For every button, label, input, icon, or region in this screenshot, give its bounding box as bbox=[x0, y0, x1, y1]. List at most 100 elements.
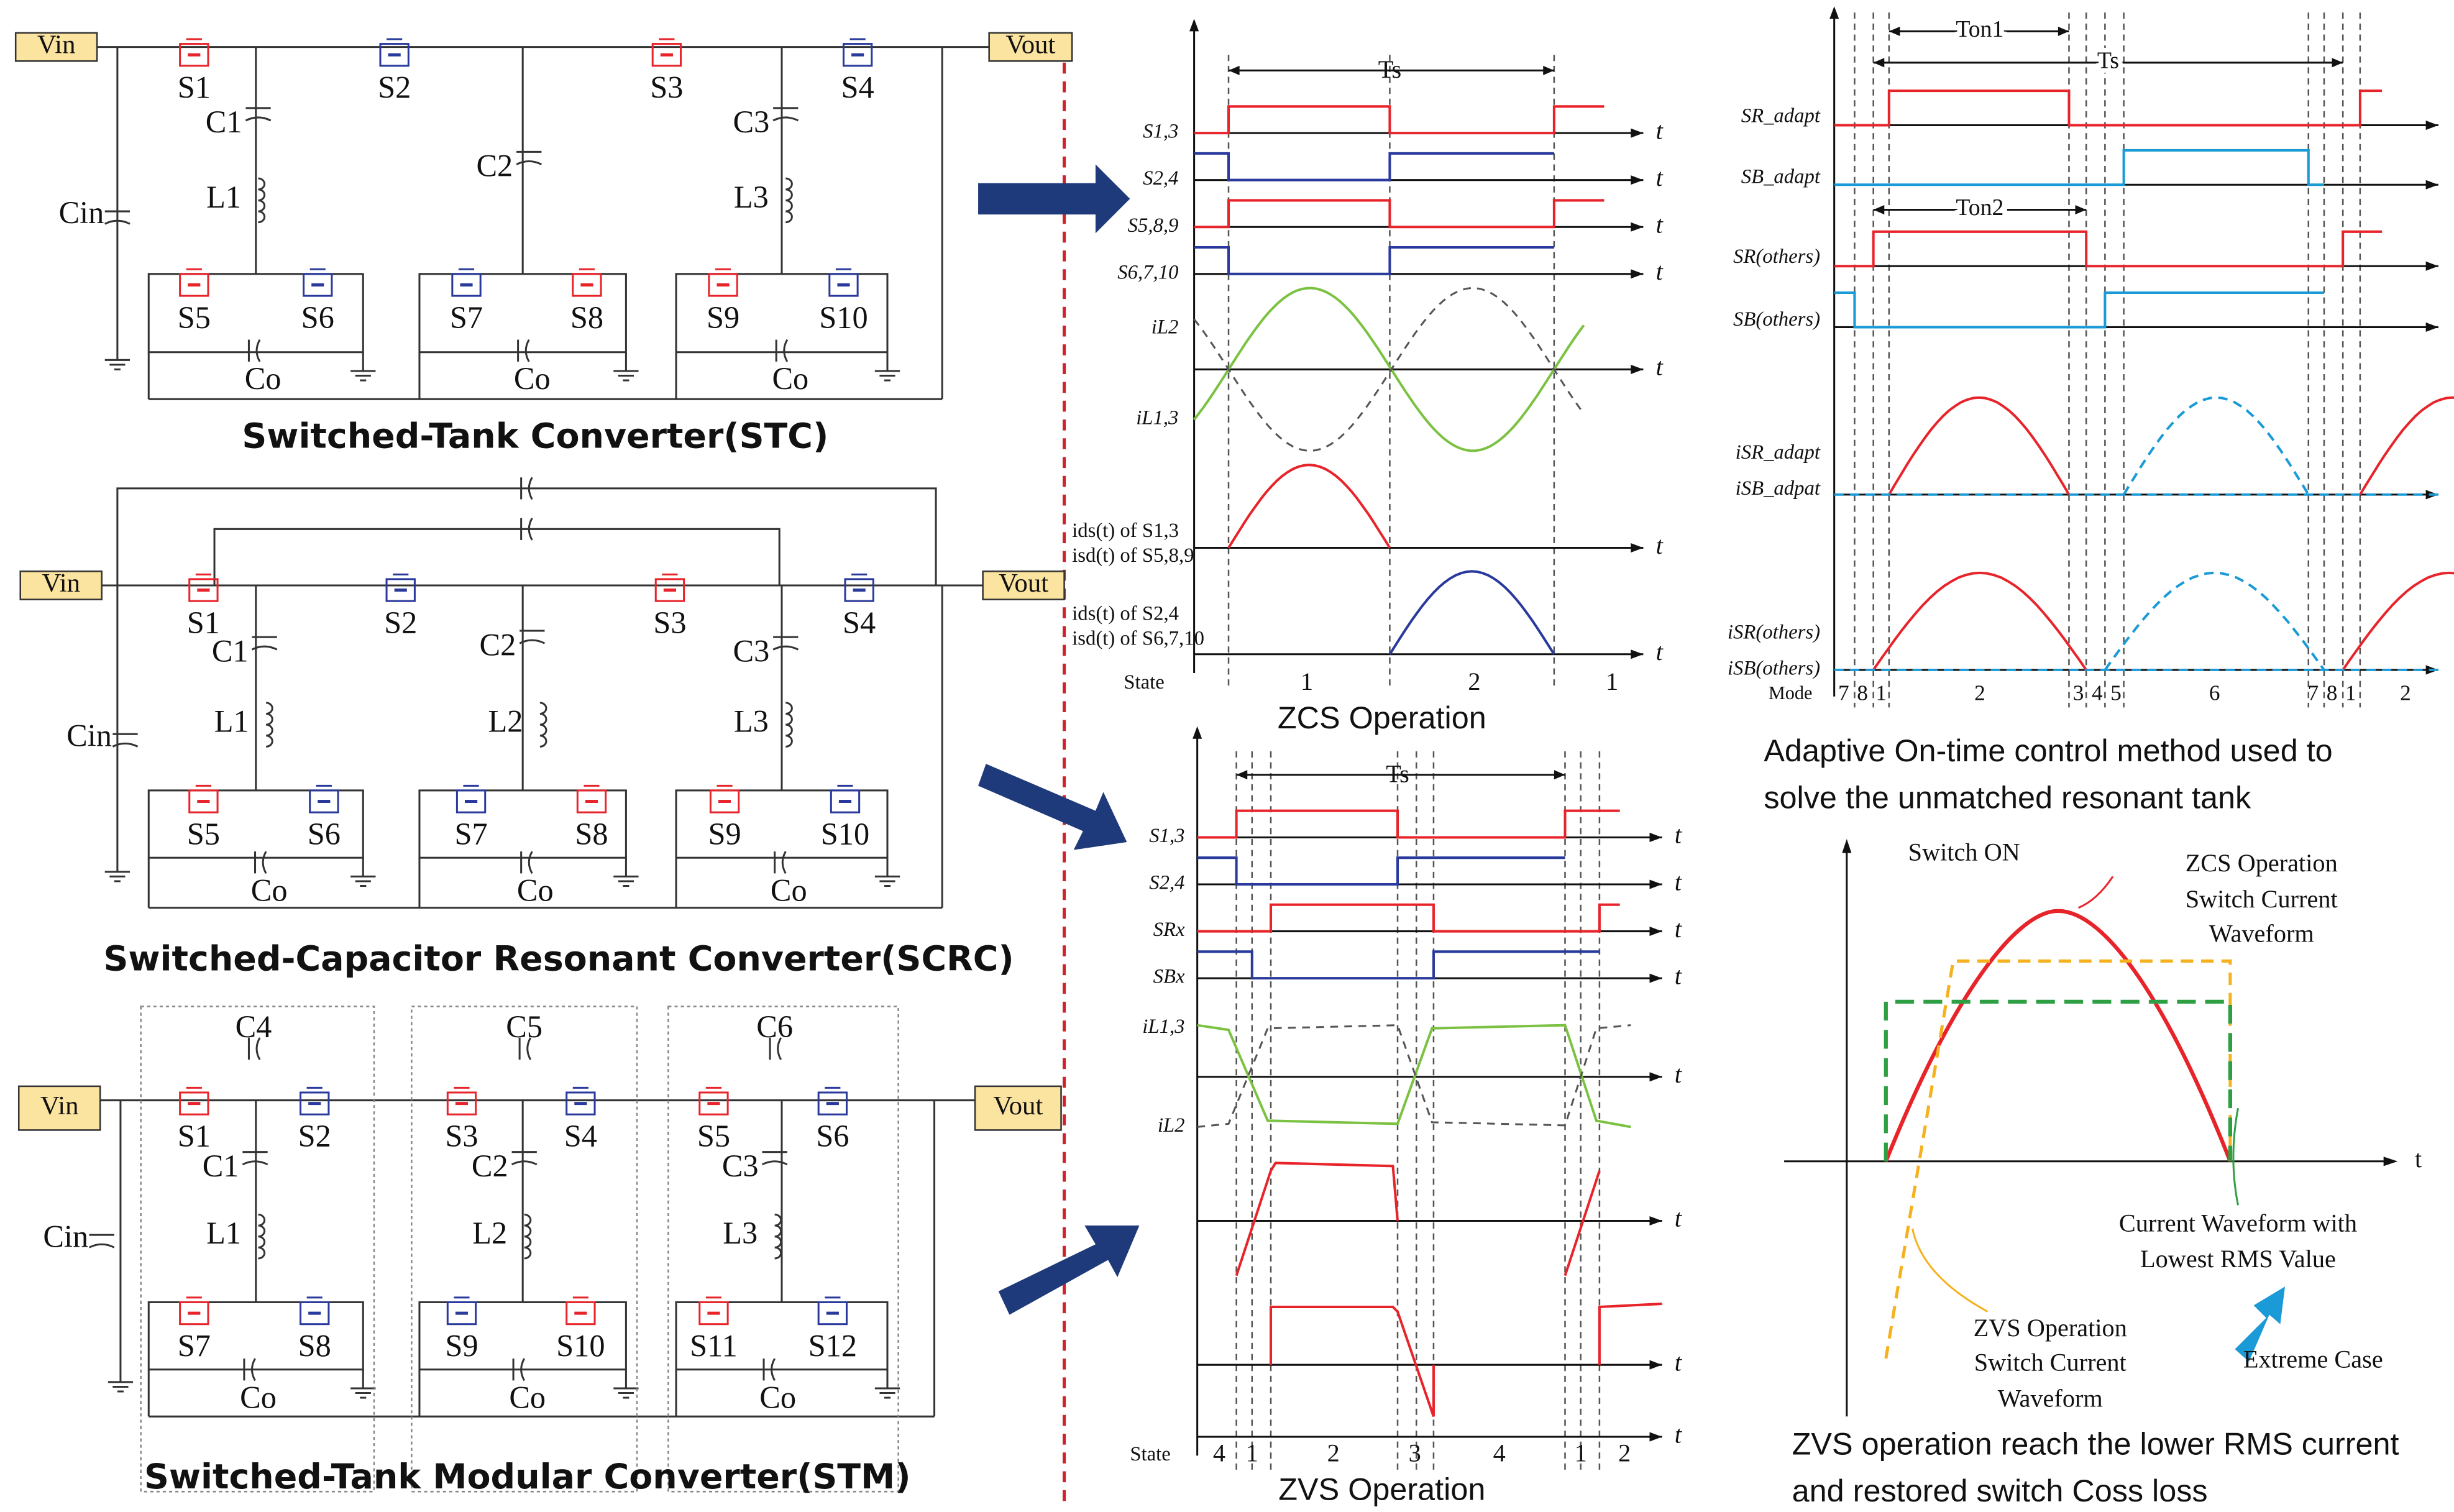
component-label: L2 bbox=[472, 1216, 507, 1250]
state-number: 4 bbox=[1213, 1439, 1225, 1467]
vin-label: Vin bbox=[42, 569, 80, 598]
current-label: isd(t) of S5,8,9 bbox=[1072, 544, 1194, 567]
switch bbox=[303, 273, 333, 297]
switch bbox=[456, 789, 487, 813]
component-label: Cin bbox=[66, 718, 112, 753]
cell-box bbox=[418, 1301, 627, 1371]
state-number: 2 bbox=[1327, 1439, 1340, 1467]
axis-arrow bbox=[2425, 120, 2438, 131]
component-label: S5 bbox=[187, 817, 220, 851]
component-label: S6 bbox=[816, 1119, 849, 1153]
state-number: 1 bbox=[1575, 1439, 1587, 1467]
capacitor bbox=[242, 1160, 268, 1166]
switch bbox=[654, 578, 685, 602]
gate-signal bbox=[1197, 903, 1620, 933]
signal-label: iSR_adapt bbox=[1736, 441, 1821, 464]
component-label: S10 bbox=[556, 1329, 605, 1363]
signal-label: S5,8,9 bbox=[1128, 214, 1179, 237]
t-label: t bbox=[2415, 1145, 2422, 1173]
component-label: Cin bbox=[59, 195, 104, 230]
il-wave bbox=[1193, 286, 1585, 452]
capacitor bbox=[772, 645, 799, 651]
vout-label: Vout bbox=[1005, 30, 1055, 59]
axis-arrow bbox=[1829, 6, 1839, 19]
period-label: Ts bbox=[1386, 759, 1409, 787]
current-wave bbox=[1598, 1302, 1662, 1365]
on-time-label: Ton2 bbox=[1956, 195, 2003, 221]
t-label: t bbox=[1675, 915, 1682, 943]
component-label: S8 bbox=[575, 817, 608, 851]
switch bbox=[385, 578, 416, 602]
inductor bbox=[539, 702, 547, 748]
mode-number: 8 bbox=[2327, 680, 2338, 705]
axis-arrow bbox=[1649, 832, 1662, 843]
component-label: S4 bbox=[564, 1119, 597, 1153]
component-label: Co bbox=[772, 361, 808, 396]
circuit-title: Switched-Capacitor Resonant Converter(SC… bbox=[103, 940, 1014, 979]
component-label: C2 bbox=[472, 1148, 508, 1183]
component-label: S3 bbox=[653, 605, 686, 640]
arrow bbox=[998, 1226, 1140, 1315]
current-wave bbox=[2359, 396, 2454, 495]
mode-number: 7 bbox=[1838, 680, 1849, 705]
mode-number: 2 bbox=[2400, 680, 2411, 705]
component-label: L3 bbox=[734, 704, 769, 739]
capacitor bbox=[777, 1037, 782, 1060]
il-wave bbox=[1197, 1024, 1631, 1128]
vout-label: Vout bbox=[999, 569, 1048, 598]
signal-label: S2,4 bbox=[1149, 872, 1184, 894]
zcs-wave bbox=[1884, 909, 2232, 1162]
caption: Adaptive On-time control method used to bbox=[1764, 733, 2332, 768]
axis-arrow bbox=[1649, 1360, 1662, 1370]
component-label: S1 bbox=[187, 605, 220, 640]
component-label: L1 bbox=[206, 1216, 241, 1250]
component-label: Co bbox=[771, 873, 807, 908]
signal-label: iL2 bbox=[1151, 316, 1179, 338]
axis-arrow bbox=[1842, 838, 1852, 853]
switch bbox=[708, 273, 738, 297]
axis-arrow bbox=[2425, 322, 2438, 332]
component-label: C3 bbox=[733, 633, 769, 668]
vin-box bbox=[19, 570, 103, 600]
capacitor bbox=[112, 742, 139, 748]
component-label: S7 bbox=[454, 817, 487, 851]
capacitor bbox=[781, 851, 787, 874]
flying-loop bbox=[213, 528, 781, 585]
gate-signal bbox=[1194, 105, 1605, 135]
signal-label: S6,7,10 bbox=[1117, 261, 1178, 283]
signal-label: S1,3 bbox=[1143, 121, 1178, 143]
axis-arrow bbox=[2425, 261, 2438, 271]
current-wave bbox=[2104, 571, 2325, 671]
switch bbox=[698, 1091, 729, 1116]
component-label: S3 bbox=[650, 70, 683, 105]
inductor bbox=[266, 702, 273, 748]
vin-box bbox=[17, 1085, 101, 1131]
state-number: 4 bbox=[1493, 1439, 1506, 1467]
gate-signal bbox=[1194, 245, 1554, 275]
component-label: C2 bbox=[479, 627, 516, 662]
switch bbox=[651, 43, 682, 67]
switch bbox=[188, 578, 219, 602]
arrow bbox=[978, 764, 1127, 850]
state-label: State bbox=[1124, 671, 1164, 694]
axis-arrow bbox=[1631, 222, 1644, 232]
switch bbox=[379, 43, 410, 67]
axis-arrow bbox=[2383, 1157, 2398, 1166]
t-label: t bbox=[1675, 821, 1682, 849]
cell-box bbox=[147, 1301, 364, 1371]
signal-label: iL1,3 bbox=[1136, 407, 1178, 429]
t-label: t bbox=[1675, 1420, 1682, 1448]
current-wave bbox=[1888, 396, 2071, 495]
axis-arrow bbox=[1649, 973, 1662, 983]
component-label: S11 bbox=[690, 1329, 738, 1363]
caption: ZVS Operation bbox=[1278, 1471, 1485, 1506]
capacitor bbox=[262, 851, 267, 874]
switch bbox=[446, 1091, 477, 1116]
signal-label: iSR(others) bbox=[1728, 621, 1820, 644]
gate-signal bbox=[1834, 89, 2383, 127]
capacitor bbox=[528, 517, 533, 541]
component-label: C3 bbox=[722, 1148, 759, 1183]
component-label: L1 bbox=[214, 704, 249, 739]
gate-signal bbox=[1194, 152, 1554, 181]
